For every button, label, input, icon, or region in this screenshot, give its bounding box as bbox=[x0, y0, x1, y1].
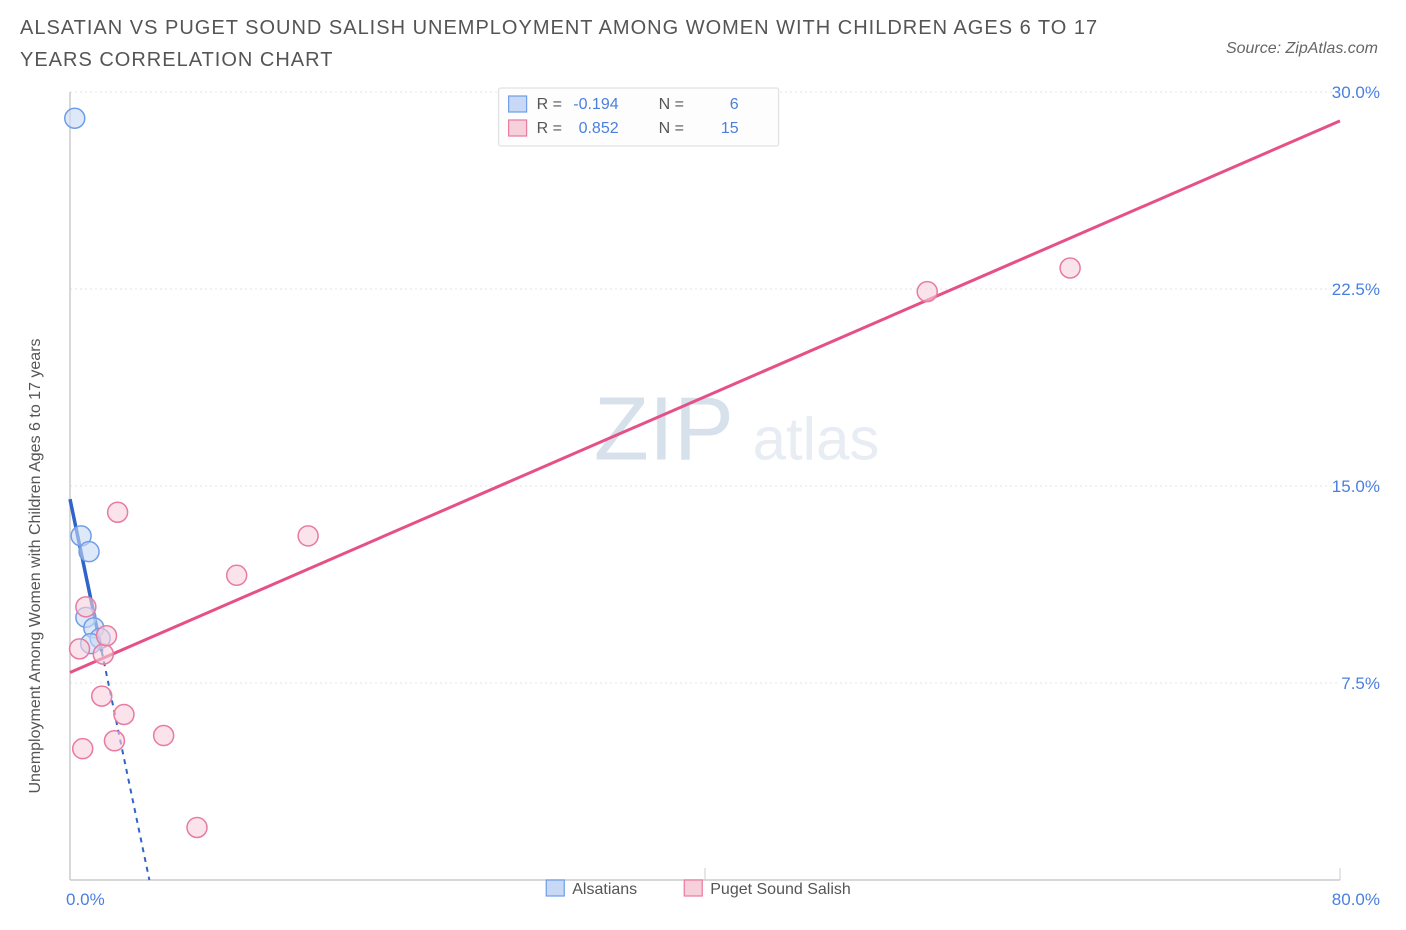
data-point bbox=[73, 739, 93, 759]
stats-R-label: R = bbox=[537, 96, 562, 113]
data-point bbox=[97, 626, 117, 646]
stats-swatch bbox=[509, 120, 527, 136]
legend-swatch bbox=[684, 880, 702, 896]
data-point bbox=[93, 644, 113, 664]
data-point bbox=[917, 282, 937, 302]
source-label: Source: ZipAtlas.com bbox=[1226, 40, 1378, 58]
stats-R-value: -0.194 bbox=[573, 96, 618, 113]
stats-N-label: N = bbox=[659, 120, 684, 137]
stats-R-value: 0.852 bbox=[579, 120, 619, 137]
data-point bbox=[298, 526, 318, 546]
data-point bbox=[1060, 258, 1080, 278]
data-point bbox=[104, 731, 124, 751]
chart-container: ALSATIAN VS PUGET SOUND SALISH UNEMPLOYM… bbox=[0, 0, 1406, 930]
data-point bbox=[154, 726, 174, 746]
legend-label: Alsatians bbox=[572, 881, 637, 898]
stats-N-label: N = bbox=[659, 96, 684, 113]
x-tick-label-right: 80.0% bbox=[1332, 890, 1380, 909]
data-point bbox=[79, 542, 99, 562]
legend-label: Puget Sound Salish bbox=[710, 881, 851, 898]
stats-R-label: R = bbox=[537, 120, 562, 137]
data-point bbox=[76, 597, 96, 617]
trendline-alsatians-dashed bbox=[102, 651, 150, 880]
y-tick-label: 7.5% bbox=[1341, 674, 1380, 693]
trendline-salish bbox=[70, 121, 1340, 673]
scatter-chart: ZIPatlas7.5%15.0%22.5%30.0%0.0%80.0%Unem… bbox=[20, 80, 1380, 920]
data-point bbox=[108, 502, 128, 522]
stats-N-value: 6 bbox=[730, 96, 739, 113]
data-point bbox=[227, 565, 247, 585]
chart-title: ALSATIAN VS PUGET SOUND SALISH UNEMPLOYM… bbox=[20, 12, 1120, 76]
data-point bbox=[187, 817, 207, 837]
y-tick-label: 15.0% bbox=[1332, 477, 1380, 496]
data-point bbox=[65, 108, 85, 128]
x-tick-label-left: 0.0% bbox=[66, 890, 105, 909]
data-point bbox=[92, 686, 112, 706]
stats-swatch bbox=[509, 96, 527, 112]
legend-swatch bbox=[546, 880, 564, 896]
chart-area: ZIPatlas7.5%15.0%22.5%30.0%0.0%80.0%Unem… bbox=[20, 80, 1386, 922]
watermark-atlas: atlas bbox=[753, 406, 880, 473]
data-point bbox=[70, 639, 90, 659]
data-point bbox=[114, 705, 134, 725]
y-axis-title: Unemployment Among Women with Children A… bbox=[27, 338, 44, 793]
y-tick-label: 30.0% bbox=[1332, 83, 1380, 102]
stats-N-value: 15 bbox=[721, 120, 739, 137]
y-tick-label: 22.5% bbox=[1332, 280, 1380, 299]
